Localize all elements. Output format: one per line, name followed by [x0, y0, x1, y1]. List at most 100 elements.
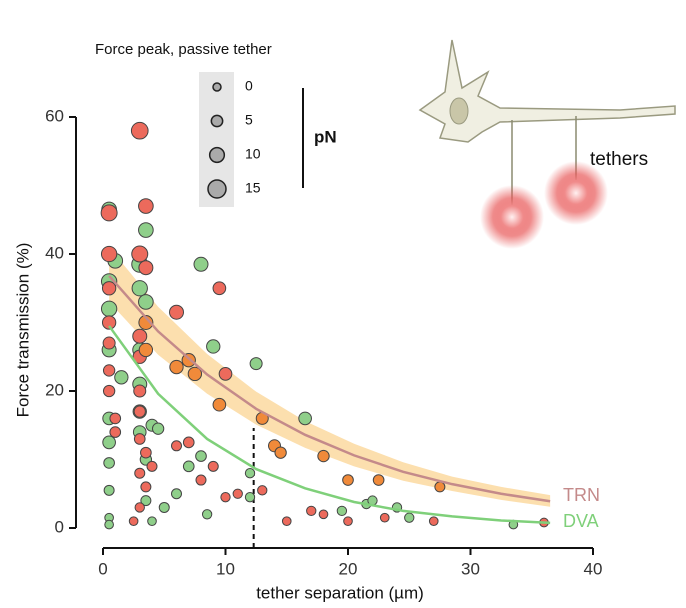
data-point: [195, 450, 207, 462]
y-tick-label: 0: [55, 517, 64, 536]
data-point: [182, 436, 195, 449]
size-legend-marker: [210, 114, 224, 128]
data-point: [131, 280, 148, 297]
data-point: [249, 357, 263, 371]
data-point: [207, 460, 219, 472]
y-tick-label: 20: [45, 380, 64, 399]
data-point: [434, 481, 446, 493]
size-legend-label: 15: [245, 180, 261, 196]
data-point: [171, 488, 182, 500]
data-point: [132, 328, 148, 344]
data-point: [274, 446, 287, 459]
data-point: [138, 222, 154, 238]
confidence-band: [109, 247, 551, 507]
data-point: [101, 281, 117, 296]
data-point: [257, 485, 268, 496]
data-point: [169, 304, 184, 320]
data-point: [109, 412, 122, 425]
data-point: [171, 440, 182, 452]
data-point: [133, 405, 146, 418]
x-tick-label: 0: [98, 559, 107, 578]
data-point: [100, 300, 118, 317]
data-point: [138, 198, 154, 214]
data-point: [102, 336, 116, 350]
data-point: [232, 488, 243, 499]
annotation: tethers: [590, 149, 648, 170]
data-point: [158, 501, 170, 513]
data-point: [103, 484, 115, 496]
x-tick-label: 40: [584, 559, 603, 578]
data-point: [140, 446, 152, 459]
data-point: [317, 449, 330, 463]
data-point: [212, 397, 227, 412]
data-point: [133, 384, 147, 398]
data-point: [343, 516, 353, 526]
data-point: [281, 516, 292, 526]
size-legend-title: Force peak, passive tether: [95, 41, 272, 58]
data-point: [220, 492, 231, 503]
data-point: [151, 422, 165, 435]
data-point: [306, 505, 317, 517]
x-tick-label: 10: [216, 559, 235, 578]
size-legend-marker: [208, 146, 226, 164]
size-legend-unit: pN: [314, 127, 337, 146]
data-point: [244, 492, 256, 503]
data-point: [169, 359, 184, 375]
data-point: [103, 457, 115, 469]
data-point: [100, 204, 118, 222]
data-point: [133, 433, 146, 445]
data-point: [201, 509, 213, 520]
data-point: [140, 481, 152, 493]
y-tick-label: 40: [45, 243, 64, 262]
data-point: [298, 411, 312, 426]
legend-label: TRN: [563, 485, 600, 505]
data-point: [138, 294, 154, 310]
data-point: [109, 426, 122, 438]
data-point: [138, 315, 154, 330]
fit-line: [108, 275, 551, 503]
data-point: [187, 366, 203, 382]
x-axis-title: tether separation (µm): [256, 583, 424, 602]
fit-line: [108, 325, 551, 525]
data-point: [342, 474, 354, 486]
x-tick-label: 30: [461, 559, 480, 578]
data-point: [140, 495, 152, 507]
data-point: [134, 502, 145, 513]
data-point: [102, 384, 116, 398]
data-point: [100, 245, 118, 263]
size-legend-marker: [212, 82, 222, 92]
data-point: [379, 512, 390, 523]
data-point: [102, 364, 116, 377]
data-point: [428, 516, 439, 526]
data-point: [147, 516, 157, 526]
x-tick-label: 20: [339, 559, 358, 578]
data-point: [195, 474, 207, 486]
data-point: [336, 505, 348, 517]
data-point: [138, 260, 154, 276]
data-point: [372, 474, 385, 486]
data-point: [130, 121, 149, 140]
y-axis-title: Force transmission (%): [13, 243, 32, 418]
data-point: [114, 370, 129, 385]
data-point: [104, 519, 114, 530]
data-point: [193, 256, 209, 272]
size-legend-label: 10: [245, 146, 261, 162]
data-point: [182, 460, 195, 473]
data-point: [138, 342, 154, 358]
legend-label: DVA: [563, 511, 599, 531]
data-point: [131, 245, 149, 263]
data-point: [244, 468, 256, 479]
data-point: [218, 367, 233, 381]
data-point: [206, 339, 221, 354]
y-tick-label: 60: [45, 106, 64, 125]
data-point: [134, 467, 146, 479]
data-point: [102, 435, 116, 450]
neuron-illustration: [418, 39, 676, 249]
data-point: [318, 509, 329, 520]
data-point: [128, 516, 139, 526]
data-point: [101, 315, 117, 330]
size-legend-label: 5: [245, 112, 253, 128]
data-point: [404, 512, 415, 523]
size-legend-marker: [207, 179, 227, 199]
